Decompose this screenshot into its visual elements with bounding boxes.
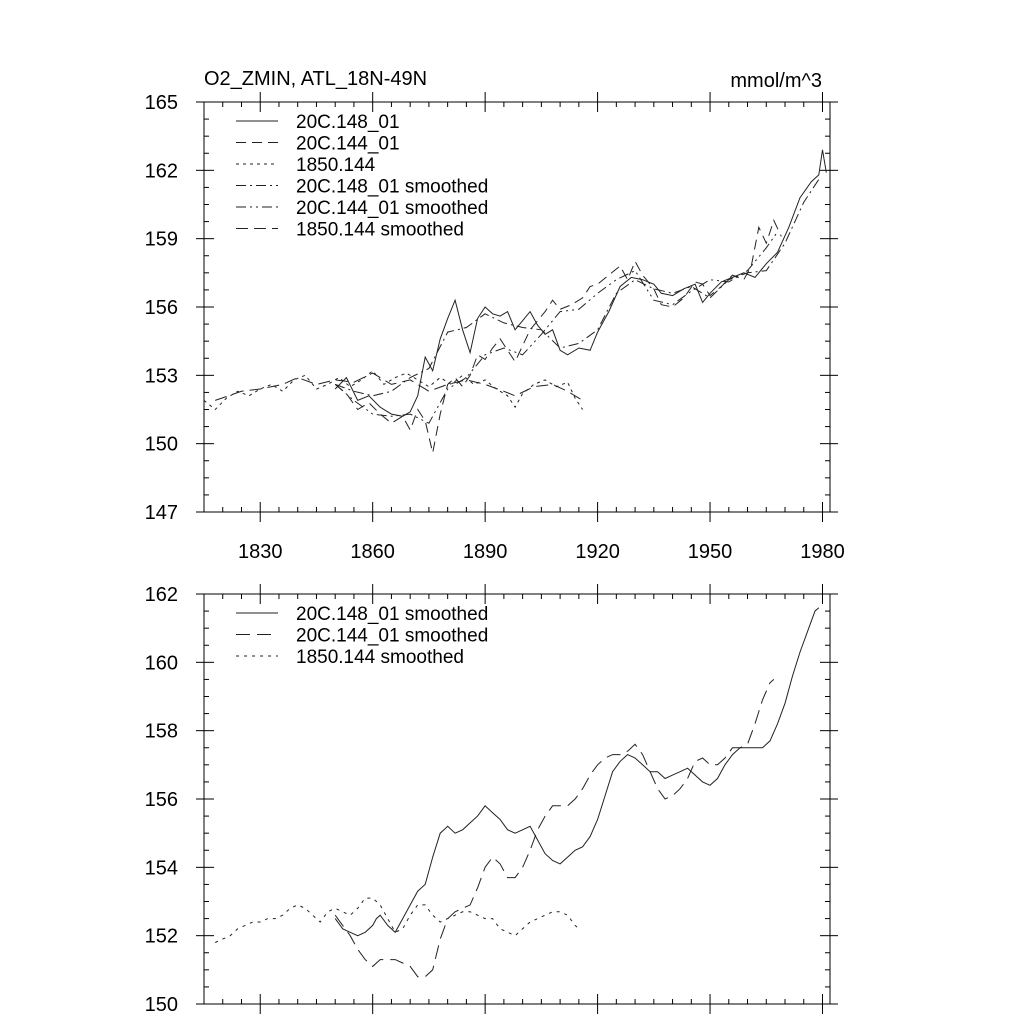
legend-label: 20C.144_01 smoothed bbox=[296, 198, 488, 219]
series-line-4 bbox=[335, 179, 820, 397]
y-tick-label: 160 bbox=[145, 652, 178, 674]
series-group bbox=[204, 149, 827, 453]
series-line-2 bbox=[334, 679, 775, 978]
legend-label: 1850.144 smoothed bbox=[296, 647, 464, 668]
x-tick-label: 1890 bbox=[463, 541, 508, 563]
chart-title: O2_ZMIN, ATL_18N-49N bbox=[204, 68, 427, 90]
units-label: mmol/m^3 bbox=[730, 70, 822, 92]
legend-label: 20C.144_01 smoothed bbox=[296, 626, 488, 647]
y-tick-label: 150 bbox=[145, 994, 178, 1016]
bottom-panel: 150 152 154 156 158 160 162 20C.148_01 smoothed… bbox=[145, 584, 838, 1016]
legend-label: 20C.148_01 smoothed bbox=[296, 604, 488, 625]
y-tick-label: 165 bbox=[145, 92, 178, 114]
series-group bbox=[214, 607, 820, 978]
x-tick-label: 1830 bbox=[238, 541, 283, 563]
series-line-5 bbox=[334, 231, 778, 424]
series-line-6 bbox=[215, 372, 583, 401]
y-tick-label: 156 bbox=[145, 789, 178, 811]
series-line-3 bbox=[214, 897, 580, 943]
y-tick-label: 162 bbox=[145, 160, 178, 182]
series-line-1 bbox=[334, 149, 827, 417]
legend-label: 20C.148_01 smoothed bbox=[296, 177, 488, 198]
y-tick-label: 156 bbox=[145, 297, 178, 319]
legend-label: 20C.144_01 bbox=[296, 134, 400, 155]
top-panel: 147 150 153 156 159 162 165 1830 1860 1890 1920 195… bbox=[145, 68, 845, 563]
legend-label: 20C.148_01 bbox=[296, 112, 400, 133]
legend-label: 1850.144 bbox=[296, 155, 376, 176]
x-tick-label: 1920 bbox=[575, 541, 620, 563]
y-tick-label: 158 bbox=[145, 721, 178, 743]
x-tick-label: 1980 bbox=[800, 541, 845, 563]
y-tick-label: 147 bbox=[145, 502, 178, 524]
series-line-3 bbox=[204, 370, 584, 411]
x-tick-label: 1860 bbox=[350, 541, 395, 563]
legend-label: 1850.144 smoothed bbox=[296, 220, 464, 241]
x-tick-label: 1950 bbox=[688, 541, 733, 563]
y-tick-label: 150 bbox=[145, 434, 178, 456]
series-line-2 bbox=[334, 219, 782, 453]
y-tick-label: 154 bbox=[145, 857, 178, 879]
y-tick-label: 159 bbox=[145, 229, 178, 251]
y-tick-label: 153 bbox=[145, 365, 178, 387]
y-tick-label: 162 bbox=[145, 584, 178, 606]
y-tick-label: 152 bbox=[145, 926, 178, 948]
